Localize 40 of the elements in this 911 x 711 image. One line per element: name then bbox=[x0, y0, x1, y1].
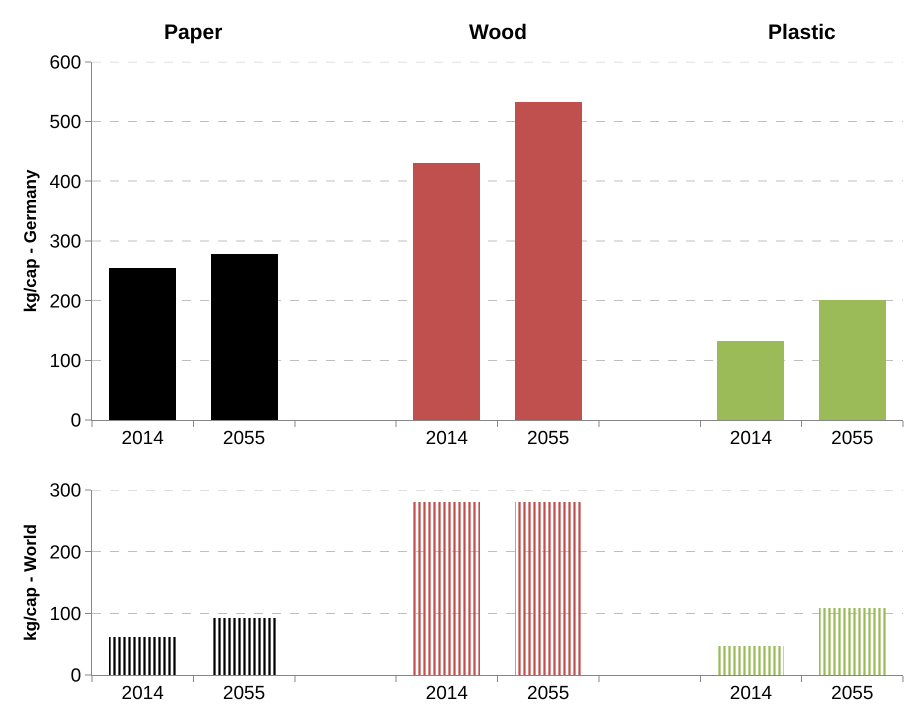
bar bbox=[717, 340, 784, 420]
text: Paper bbox=[164, 21, 222, 44]
x-tick-label: 2055 bbox=[527, 682, 570, 704]
y-tick-label: 300 bbox=[49, 232, 82, 253]
bar bbox=[211, 618, 278, 675]
x-tick-label: 2014 bbox=[730, 682, 772, 704]
x-tick-label: 2055 bbox=[222, 428, 266, 449]
bar bbox=[109, 637, 176, 675]
bar bbox=[515, 102, 582, 420]
bar bbox=[109, 268, 176, 420]
x-tick-label: 2055 bbox=[831, 682, 874, 704]
x-tick-label: 2055 bbox=[831, 428, 874, 449]
y-tick-label: 0 bbox=[70, 410, 82, 432]
x-tick-label: 2055 bbox=[222, 682, 266, 704]
y-axis-title: kg/cap - Germany bbox=[21, 169, 40, 312]
bar bbox=[717, 646, 784, 675]
x-tick-label: 2055 bbox=[527, 428, 570, 449]
x-tick-label: 2014 bbox=[426, 428, 468, 449]
y-tick-label: 200 bbox=[49, 542, 82, 564]
y-tick-label: 100 bbox=[49, 350, 82, 372]
y-tick-label: 500 bbox=[49, 112, 82, 134]
y-tick-label: 100 bbox=[49, 604, 82, 625]
x-tick-label: 2014 bbox=[426, 682, 468, 704]
x-tick-label: 2014 bbox=[122, 682, 164, 704]
x-tick-label: 2014 bbox=[730, 428, 772, 449]
bar bbox=[819, 608, 886, 675]
y-axis-title: kg/cap - World bbox=[21, 524, 40, 641]
bar bbox=[515, 502, 582, 675]
y-tick-label: 600 bbox=[49, 52, 82, 74]
y-tick-label: 400 bbox=[49, 172, 82, 193]
bar bbox=[819, 300, 886, 420]
bar bbox=[413, 162, 480, 420]
y-tick-label: 0 bbox=[70, 666, 82, 687]
text: Wood bbox=[469, 21, 527, 44]
x-tick-label: 2014 bbox=[122, 428, 164, 449]
text: Plastic bbox=[768, 21, 836, 44]
y-tick-label: 200 bbox=[49, 291, 82, 312]
y-tick-label: 300 bbox=[49, 480, 82, 502]
bar bbox=[211, 254, 278, 420]
bar bbox=[413, 502, 480, 675]
